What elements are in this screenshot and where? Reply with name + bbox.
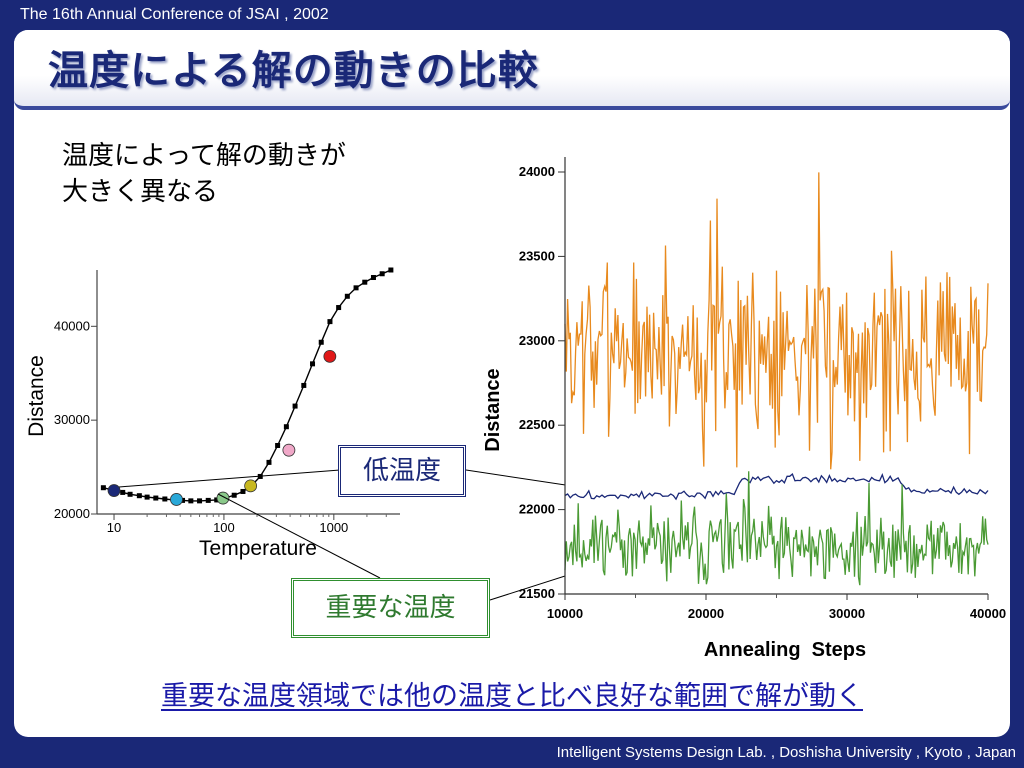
left-y-axis-label: Distance	[25, 355, 48, 437]
right-x-tick-label: 30000	[829, 606, 865, 621]
left-y-tick-label: 30000	[54, 412, 90, 427]
left-x-tick-label: 100	[213, 520, 235, 535]
important-temperature-label-box: 重要な温度	[291, 578, 490, 638]
left-x-axis-label: Temperature	[199, 537, 317, 560]
left-data-point	[153, 495, 159, 501]
left-data-point	[379, 271, 385, 277]
left-data-point	[388, 267, 394, 273]
right-series-line	[564, 172, 989, 470]
left-y-tick-label: 20000	[54, 506, 90, 521]
left-x-tick-label: 1000	[319, 520, 348, 535]
slide-title: 温度による解の動きの比較	[48, 48, 539, 94]
left-data-point	[283, 424, 289, 430]
right-series	[564, 172, 989, 586]
right-y-axis-label: Distance	[482, 368, 504, 451]
conference-header: The 16th Annual Conference of JSAI , 200…	[20, 6, 329, 23]
right-y-tick-label: 21500	[519, 586, 555, 601]
left-highlight-point	[244, 479, 258, 493]
left-highlight-point	[282, 443, 296, 457]
left-data-point	[318, 339, 324, 345]
title-band: 温度による解の動きの比較	[14, 30, 1010, 110]
left-data-point	[120, 489, 126, 495]
conclusion-note: 重要な温度領域では他の温度と比べ良好な範囲で解が動く	[161, 681, 863, 712]
left-data-point	[100, 485, 106, 491]
left-data-point	[327, 319, 333, 325]
left-highlights	[107, 349, 337, 506]
left-highlight-point	[170, 493, 183, 506]
left-data-point	[214, 497, 220, 503]
right-y-tick-label: 23000	[519, 333, 555, 348]
low-temperature-label-box: 低温度	[338, 445, 466, 497]
intro-line-1: 温度によって解の動きが	[62, 141, 346, 171]
left-data-point	[205, 497, 211, 503]
annealing-steps-chart: 10000 20000 30000 40000 21500 22000 22500 23000…	[482, 157, 1006, 661]
left-data-point	[144, 494, 150, 500]
left-data-point	[188, 498, 194, 504]
temperature-distance-chart: 10 100 1000 20000 30000 40000 Temperature Dis…	[25, 267, 400, 560]
right-x-tick-label: 40000	[970, 606, 1006, 621]
left-data-point	[197, 498, 203, 504]
left-data-point	[231, 492, 237, 498]
left-data-point	[336, 305, 342, 311]
right-ticks: 10000 20000 30000 40000 21500 22000 22500 23000…	[519, 164, 1006, 621]
left-data-point	[127, 491, 133, 497]
right-y-tick-label: 22500	[519, 417, 555, 432]
left-data-point	[292, 403, 298, 409]
right-y-tick-label: 23500	[519, 248, 555, 263]
right-x-tick-label: 20000	[688, 606, 724, 621]
left-data-point	[136, 493, 142, 499]
lab-footer: Intelligent Systems Design Lab. , Doshis…	[556, 744, 1016, 761]
right-series-line	[564, 473, 989, 501]
left-data-point	[275, 442, 281, 448]
left-data-point	[266, 459, 272, 465]
right-plot-area	[565, 160, 988, 593]
left-ticks: 10 100 1000 20000 30000 40000	[54, 318, 387, 535]
left-data-point	[301, 382, 307, 388]
left-data-point	[370, 275, 376, 281]
left-y-tick-label: 40000	[54, 318, 90, 333]
left-highlight-point	[107, 484, 121, 497]
right-x-tick-label: 10000	[547, 606, 583, 621]
left-data-point	[162, 496, 168, 502]
left-x-tick-label: 10	[107, 520, 121, 535]
left-data-point	[362, 279, 368, 285]
left-data-point	[240, 488, 246, 494]
left-data-point	[353, 285, 359, 291]
right-y-tick-label: 24000	[519, 164, 555, 179]
right-series-line	[564, 471, 989, 586]
connector-low-left	[118, 469, 341, 488]
intro-text: 温度によって解の動きが 大きく異なる	[62, 138, 346, 210]
connector-imp-left	[217, 493, 381, 579]
right-x-axis-label: Annealing Steps	[704, 639, 866, 661]
left-data-point	[344, 293, 350, 299]
left-highlight-point	[323, 349, 337, 363]
intro-line-2: 大きく異なる	[62, 177, 219, 207]
left-data-point	[310, 361, 316, 367]
right-y-tick-label: 22000	[519, 502, 555, 517]
